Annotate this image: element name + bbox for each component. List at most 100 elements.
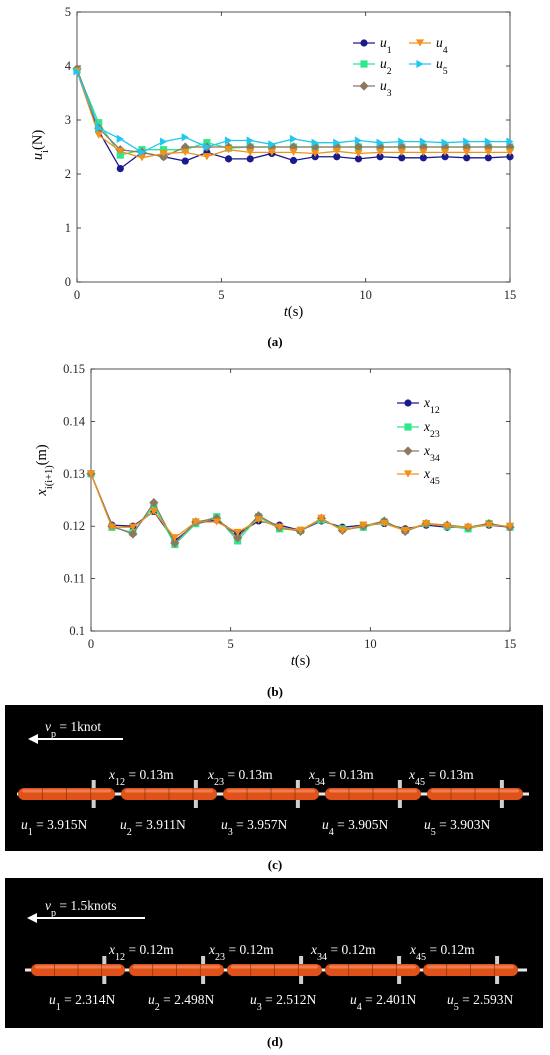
data-point [170, 534, 179, 542]
data-point [181, 133, 189, 142]
data-point [233, 528, 242, 537]
vehicle-4 [325, 956, 420, 984]
spacing-label: x34 = 0.13m [308, 767, 374, 788]
data-point [354, 155, 363, 163]
fin-bottom [495, 976, 500, 984]
data-point [224, 155, 233, 163]
fin-top [201, 956, 206, 964]
data-point [116, 151, 124, 159]
data-point [116, 147, 125, 155]
speed-label: vp = 1.5knots [45, 898, 117, 919]
x-tick-label: 10 [364, 637, 377, 651]
vehicle-2 [129, 956, 224, 984]
data-point [224, 146, 233, 154]
data-point [354, 149, 363, 158]
data-point [289, 134, 298, 143]
data-point [376, 148, 385, 156]
fin-bottom [499, 800, 504, 808]
vehicle-3 [227, 956, 322, 984]
force-label: u3 = 2.512N [250, 992, 317, 1013]
x-tick-label: 15 [504, 288, 517, 302]
data-point [463, 154, 471, 162]
legend-label: x34 [423, 443, 440, 464]
data-point [160, 146, 168, 154]
fin-bottom [299, 976, 304, 984]
data-point [224, 136, 233, 145]
data-point [418, 142, 428, 152]
data-point [149, 507, 158, 516]
data-point [191, 518, 200, 526]
data-point [254, 511, 264, 521]
data-point [376, 153, 384, 161]
data-point [128, 523, 137, 531]
force-label: u2 = 3.911N [120, 817, 186, 838]
vehicle-5 [427, 780, 523, 808]
data-point [462, 148, 471, 156]
y-tick-label: 1 [65, 221, 71, 235]
data-point [506, 153, 514, 161]
data-point [484, 154, 492, 162]
caption-b: (b) [267, 684, 283, 699]
data-point [443, 522, 452, 530]
data-point [376, 138, 384, 147]
data-point [95, 119, 103, 127]
arrow-left-icon [28, 734, 123, 744]
series-u5 [73, 67, 514, 157]
vehicle-1 [31, 956, 125, 984]
y-axis-label: xi(i+1)(m) [34, 444, 55, 496]
spacing-label: x12 = 0.12m [108, 942, 174, 963]
data-point [317, 514, 326, 522]
legend-label: u5 [436, 56, 448, 77]
data-point [137, 154, 147, 162]
data-point [419, 154, 427, 162]
series-x45 [86, 470, 515, 542]
data-point [289, 156, 298, 165]
fin-top [295, 780, 300, 788]
data-point [94, 131, 103, 139]
data-point [398, 137, 406, 146]
plot-frame [90, 368, 511, 632]
fin-bottom [295, 800, 300, 808]
fin-top [495, 956, 500, 964]
legend-marker [359, 81, 369, 91]
data-point [353, 142, 364, 152]
x-axis-label: t(s) [291, 653, 311, 669]
data-point [203, 142, 211, 152]
legend-entry: x45 [397, 466, 440, 487]
y-axis-label-text: ui(N) [30, 130, 51, 160]
data-point [116, 165, 124, 173]
vehicle-3 [223, 780, 319, 808]
fin-top [193, 780, 198, 788]
legend-marker [403, 446, 413, 456]
spacing-label: x23 = 0.12m [208, 942, 274, 963]
data-point [289, 148, 298, 156]
legend-entry: x34 [397, 443, 440, 464]
data-point [160, 137, 168, 146]
legend-entry: u4 [409, 35, 448, 56]
data-point [296, 526, 305, 534]
x-tick-label: 5 [218, 288, 224, 302]
y-tick-label: 0.11 [64, 572, 85, 586]
legend-marker [416, 59, 424, 69]
y-axis-label: ui(N) [30, 130, 51, 160]
legend-marker [403, 470, 413, 478]
fin-top [499, 780, 504, 788]
data-point [398, 154, 406, 162]
fin-bottom [397, 976, 402, 984]
force-label: u3 = 3.957N [221, 817, 288, 838]
legend-entry: u2 [353, 56, 392, 77]
y-tick-label: 5 [65, 5, 71, 19]
spacing-label: x23 = 0.13m [207, 767, 273, 788]
data-point [441, 138, 449, 147]
data-point [505, 148, 515, 156]
legend-marker [415, 39, 425, 47]
fin-top [397, 780, 402, 788]
y-tick-label: 0.13 [63, 467, 85, 481]
legend-marker [404, 423, 412, 431]
data-point [267, 148, 276, 156]
scene-c: vp = 1knot x12 = 0.13m x23 = 0.13m x34 = 0.… [5, 705, 543, 851]
data-point [484, 148, 493, 156]
x-tick-label: 5 [228, 637, 234, 651]
spacing-label: x12 = 0.13m [108, 767, 174, 788]
